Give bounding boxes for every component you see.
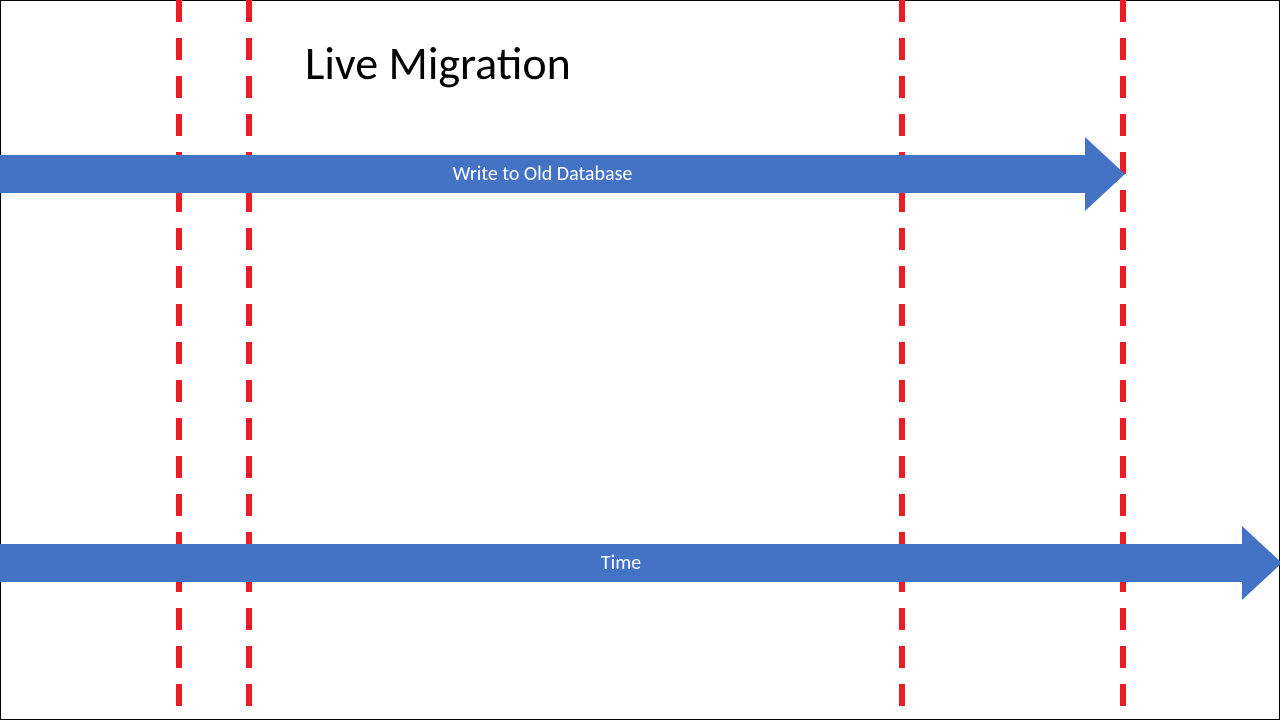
write-old-db-arrow-body: Write to Old Database — [0, 155, 1085, 193]
time-arrow-body: Time — [0, 544, 1242, 582]
phase-divider-1 — [176, 0, 182, 715]
slide-title: Live Migration — [305, 36, 571, 92]
write-old-db-arrow-label: Write to Old Database — [453, 162, 633, 186]
phase-divider-2 — [246, 0, 252, 715]
slide-frame — [0, 0, 1280, 720]
time-arrow-head — [1242, 526, 1280, 600]
phase-divider-4 — [1120, 0, 1126, 715]
phase-divider-3 — [899, 0, 905, 715]
write-old-db-arrow-head — [1085, 137, 1125, 211]
time-arrow-label: Time — [601, 551, 641, 575]
